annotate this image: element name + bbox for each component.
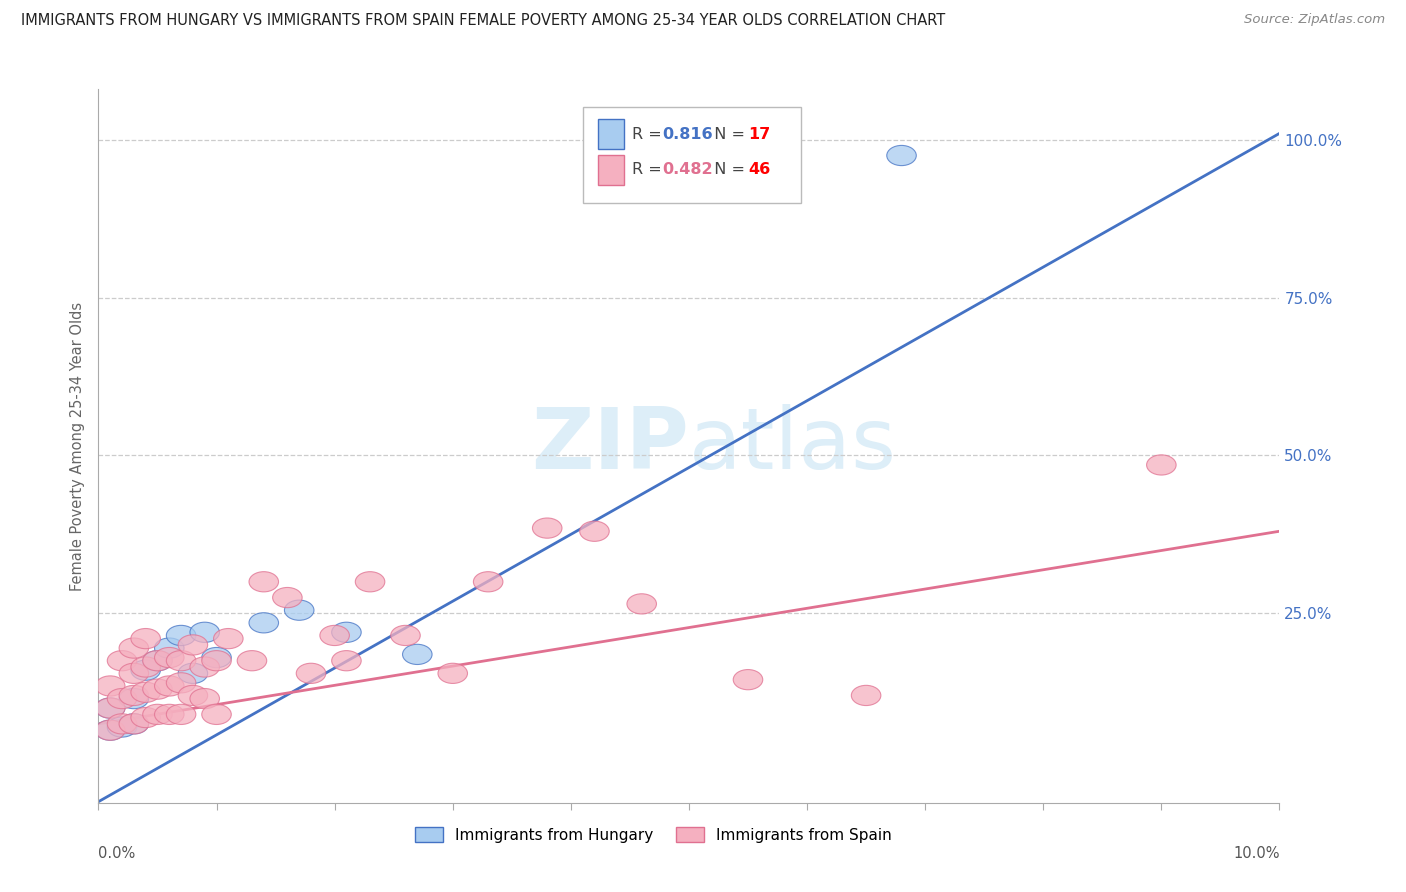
Ellipse shape <box>155 648 184 667</box>
Ellipse shape <box>190 623 219 642</box>
FancyBboxPatch shape <box>582 107 801 203</box>
Ellipse shape <box>131 682 160 702</box>
Ellipse shape <box>273 588 302 607</box>
Ellipse shape <box>107 689 136 709</box>
Ellipse shape <box>131 629 160 648</box>
Ellipse shape <box>155 705 184 724</box>
Ellipse shape <box>155 676 184 696</box>
Ellipse shape <box>120 638 149 658</box>
Ellipse shape <box>356 572 385 592</box>
Ellipse shape <box>249 572 278 592</box>
Text: IMMIGRANTS FROM HUNGARY VS IMMIGRANTS FROM SPAIN FEMALE POVERTY AMONG 25-34 YEAR: IMMIGRANTS FROM HUNGARY VS IMMIGRANTS FR… <box>21 13 945 29</box>
Ellipse shape <box>190 657 219 677</box>
Ellipse shape <box>96 698 125 718</box>
Ellipse shape <box>533 518 562 538</box>
Ellipse shape <box>131 660 160 681</box>
Ellipse shape <box>202 705 232 724</box>
Ellipse shape <box>96 720 125 740</box>
Text: R =: R = <box>633 162 666 178</box>
Ellipse shape <box>120 714 149 734</box>
Ellipse shape <box>179 635 208 655</box>
Ellipse shape <box>202 648 232 667</box>
Ellipse shape <box>1147 455 1177 475</box>
Ellipse shape <box>332 623 361 642</box>
Ellipse shape <box>107 717 136 737</box>
Ellipse shape <box>202 650 232 671</box>
Text: Source: ZipAtlas.com: Source: ZipAtlas.com <box>1244 13 1385 27</box>
Ellipse shape <box>238 650 267 671</box>
Ellipse shape <box>214 629 243 648</box>
Ellipse shape <box>96 698 125 718</box>
Ellipse shape <box>96 676 125 696</box>
Text: 46: 46 <box>748 162 770 178</box>
Ellipse shape <box>627 594 657 614</box>
Ellipse shape <box>284 600 314 620</box>
Y-axis label: Female Poverty Among 25-34 Year Olds: Female Poverty Among 25-34 Year Olds <box>69 301 84 591</box>
Ellipse shape <box>166 625 195 646</box>
Ellipse shape <box>391 625 420 646</box>
Ellipse shape <box>734 670 763 690</box>
Ellipse shape <box>120 714 149 734</box>
Ellipse shape <box>332 650 361 671</box>
Text: 0.0%: 0.0% <box>98 846 135 861</box>
Text: 17: 17 <box>748 127 770 142</box>
Text: 0.482: 0.482 <box>662 162 713 178</box>
Ellipse shape <box>120 685 149 706</box>
Ellipse shape <box>107 714 136 734</box>
Ellipse shape <box>439 664 467 683</box>
Ellipse shape <box>143 650 173 671</box>
Text: 0.816: 0.816 <box>662 127 713 142</box>
Ellipse shape <box>166 650 195 671</box>
Ellipse shape <box>166 705 195 724</box>
Ellipse shape <box>179 664 208 683</box>
Ellipse shape <box>143 679 173 699</box>
Text: atlas: atlas <box>689 404 897 488</box>
Ellipse shape <box>120 689 149 709</box>
Ellipse shape <box>179 685 208 706</box>
Ellipse shape <box>297 664 326 683</box>
Ellipse shape <box>155 638 184 658</box>
Ellipse shape <box>143 650 173 671</box>
Ellipse shape <box>131 657 160 677</box>
Text: N =: N = <box>704 127 751 142</box>
Ellipse shape <box>131 707 160 728</box>
Ellipse shape <box>190 689 219 709</box>
Ellipse shape <box>166 673 195 693</box>
Ellipse shape <box>852 685 882 706</box>
Ellipse shape <box>120 664 149 683</box>
Bar <box>598 155 624 185</box>
Ellipse shape <box>321 625 350 646</box>
Ellipse shape <box>143 705 173 724</box>
Ellipse shape <box>96 720 125 740</box>
Ellipse shape <box>249 613 278 633</box>
Ellipse shape <box>107 650 136 671</box>
Ellipse shape <box>887 145 917 166</box>
Text: ZIP: ZIP <box>531 404 689 488</box>
Bar <box>598 120 624 149</box>
Ellipse shape <box>474 572 503 592</box>
Text: R =: R = <box>633 127 666 142</box>
Legend: Immigrants from Hungary, Immigrants from Spain: Immigrants from Hungary, Immigrants from… <box>409 821 898 848</box>
Text: N =: N = <box>704 162 751 178</box>
Text: 10.0%: 10.0% <box>1233 846 1279 861</box>
Ellipse shape <box>579 521 609 541</box>
Ellipse shape <box>402 644 432 665</box>
